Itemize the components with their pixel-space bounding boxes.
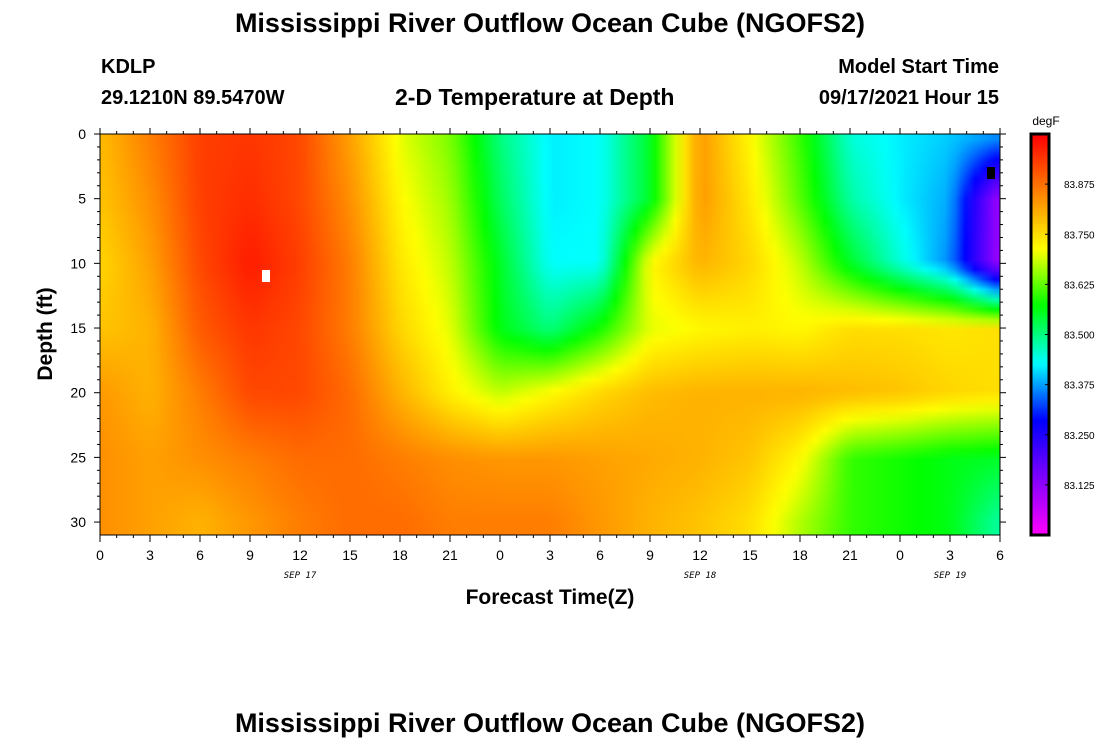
x-tick-label: 3	[946, 547, 954, 563]
x-tick-label: 6	[596, 547, 604, 563]
x-tick-label: 15	[742, 547, 758, 563]
min-marker	[987, 167, 995, 179]
colorbar-tick-label: 83.875	[1064, 180, 1095, 191]
station-coordinates: 29.1210N 89.5470W	[101, 87, 285, 109]
y-axis-label: Depth (ft)	[34, 287, 57, 380]
footer-title: Mississippi River Outflow Ocean Cube (NG…	[234, 708, 866, 738]
y-tick-label: 25	[70, 449, 86, 465]
x-date-label: SEP 17	[284, 571, 317, 581]
x-tick-label: 9	[246, 547, 254, 563]
model-start-label: Model Start Time	[838, 56, 999, 78]
temperature-heatmap	[100, 134, 1000, 535]
colorbar-tick-label: 83.500	[1064, 331, 1095, 342]
x-tick-label: 0	[496, 547, 504, 563]
x-tick-label: 0	[896, 547, 904, 563]
colorbar-unit: degF	[1032, 114, 1059, 128]
x-date-label: SEP 18	[684, 571, 717, 581]
model-start-value: 09/17/2021 Hour 15	[818, 87, 999, 109]
chart-svg: 0 3 6 9 12 15 18 21 0 3 6 9 12 15 18 21 0 3 6 SEP 17 SEP 18 S…	[34, 114, 1095, 609]
x-tick-label: 6	[196, 547, 204, 563]
y-tick-label: 15	[70, 320, 86, 336]
station-id: KDLP	[101, 56, 156, 78]
x-tick-label: 6	[996, 547, 1004, 563]
x-tick-label: 18	[792, 547, 808, 563]
y-tick-label: 0	[78, 126, 86, 142]
x-tick-label: 21	[442, 547, 458, 563]
colorbar-tick-label: 83.625	[1064, 280, 1095, 291]
y-tick-label: 20	[70, 385, 86, 401]
colorbar-tick-label: 83.750	[1064, 230, 1095, 241]
colorbar-gradient	[1031, 134, 1049, 535]
x-tick-label: 9	[646, 547, 654, 563]
x-tick-label: 3	[146, 547, 154, 563]
page-title: Mississippi River Outflow Ocean Cube (NG…	[234, 8, 866, 38]
colorbar-tick-label: 83.125	[1064, 481, 1095, 492]
plot-frame	[99, 133, 1001, 536]
x-axis-label: Forecast Time(Z)	[466, 586, 635, 609]
y-tick-label: 5	[78, 191, 86, 207]
x-date-label: SEP 19	[934, 571, 967, 581]
y-tick-label: 30	[70, 514, 86, 530]
x-tick-label: 18	[392, 547, 408, 563]
x-tick-label: 12	[292, 547, 308, 563]
plot-title: 2-D Temperature at Depth	[395, 84, 675, 110]
x-tick-label: 21	[842, 547, 858, 563]
y-tick-label: 10	[70, 255, 86, 271]
colorbar-tick-label: 83.250	[1064, 431, 1095, 442]
max-marker	[262, 270, 270, 282]
x-tick-label: 12	[692, 547, 708, 563]
x-tick-label: 0	[96, 547, 104, 563]
colorbar-tick-label: 83.375	[1064, 381, 1095, 392]
x-tick-label: 3	[546, 547, 554, 563]
x-tick-label: 15	[342, 547, 358, 563]
